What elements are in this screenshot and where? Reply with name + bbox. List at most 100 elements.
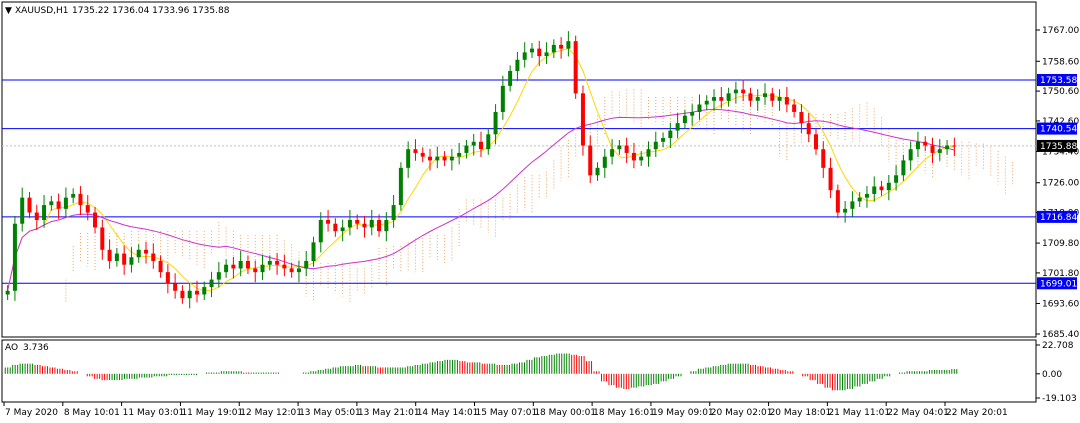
horizontal-line-label: 1740.54: [1040, 125, 1077, 135]
candle: [216, 262, 221, 288]
collapse-triangle-icon[interactable]: ▼: [5, 6, 12, 16]
candle: [49, 195, 54, 211]
candle: [675, 113, 680, 139]
candle: [391, 195, 396, 228]
price-tick-label: 1767.00: [1042, 26, 1079, 36]
candle: [449, 148, 454, 171]
candle: [442, 151, 447, 166]
candle: [580, 85, 585, 156]
price-tick-label: 1709.80: [1042, 239, 1079, 249]
candle: [697, 94, 702, 120]
candle: [311, 236, 316, 267]
candle: [915, 131, 920, 158]
time-tick-label: 18 May 16:01: [593, 408, 655, 418]
candle: [493, 104, 498, 145]
time-tick-label: 22 May 20:01: [946, 408, 1008, 418]
main-chart-frame: [1, 1, 1037, 338]
candle: [304, 250, 309, 277]
price-axis: 1767.00 1758.60 1750.60 1742.60 1734.40 1726.…: [1036, 26, 1079, 340]
price-tags: 1753.58 1740.54 1716.84 1699.01 1735.88: [1037, 73, 1077, 290]
candle: [20, 187, 25, 232]
candle: [821, 141, 826, 178]
candle: [653, 131, 658, 158]
candle: [639, 151, 644, 166]
candle: [318, 212, 323, 253]
candle: [799, 104, 804, 134]
candle: [231, 256, 236, 279]
candle: [551, 39, 556, 58]
candle: [42, 195, 47, 228]
candle: [347, 209, 352, 236]
candle: [289, 262, 294, 278]
candle: [879, 180, 884, 196]
candle: [187, 282, 192, 309]
price-tick-label: 1701.80: [1042, 269, 1079, 279]
candle: [864, 186, 869, 208]
candle: [78, 186, 83, 216]
current-price-tag: 1735.88: [1037, 139, 1077, 152]
candles: [5, 31, 957, 309]
candle: [719, 87, 724, 109]
candle: [857, 192, 862, 207]
candle: [646, 141, 651, 167]
candle: [384, 212, 389, 242]
candle: [12, 215, 17, 301]
candle: [537, 40, 542, 67]
candle: [894, 165, 899, 191]
candle: [843, 201, 848, 223]
horizontal-lines[interactable]: [2, 79, 1036, 284]
time-tick-label: 20 May 02:01: [711, 408, 773, 418]
indicator-frame: [1, 339, 1037, 403]
candle: [486, 128, 491, 155]
candle: [464, 139, 469, 159]
candle: [56, 193, 61, 219]
candle: [158, 255, 163, 278]
candle: [712, 89, 717, 111]
candle: [704, 95, 709, 111]
candle: [340, 219, 345, 242]
candle: [173, 273, 178, 299]
candle: [165, 264, 170, 294]
time-tick-label: 11 May 19:01: [181, 408, 243, 418]
candle: [369, 209, 374, 236]
candle: [85, 195, 90, 221]
ohlc-readout: 1735.22 1736.04 1733.96 1735.88: [72, 6, 230, 16]
candle: [690, 104, 695, 126]
candle: [355, 214, 360, 230]
slow-moving-average-line: [7, 108, 955, 291]
indicator-name: AO: [5, 343, 18, 353]
candle: [624, 137, 629, 163]
candle: [602, 148, 607, 178]
time-tick-label: 8 May 10:01: [64, 408, 120, 418]
candle: [282, 254, 287, 277]
candle: [209, 271, 214, 298]
candle: [420, 147, 425, 163]
candle: [661, 132, 666, 148]
candle: [326, 209, 331, 232]
candle: [260, 254, 265, 280]
candle: [296, 260, 301, 283]
candle: [435, 146, 440, 169]
candle: [122, 245, 127, 275]
time-tick-label: 18 May 00:01: [534, 408, 596, 418]
time-tick-label: 19 May 09:01: [652, 408, 714, 418]
ao-axis: 22.708 0.00 -19.103: [1036, 341, 1077, 404]
current-price-label: 1735.88: [1040, 142, 1077, 152]
candle: [777, 89, 782, 111]
candle: [508, 65, 513, 92]
candle: [151, 243, 156, 269]
price-tick-label: 1750.60: [1042, 87, 1079, 97]
candle: [362, 215, 367, 238]
price-tick-label: 1758.60: [1042, 57, 1079, 67]
candle: [457, 142, 462, 165]
candle: [930, 137, 935, 163]
candle: [202, 281, 207, 301]
price-tick-label: 1726.00: [1042, 179, 1079, 189]
candle: [850, 191, 855, 217]
candle: [100, 219, 105, 260]
candle: [748, 87, 753, 107]
candle: [937, 139, 942, 161]
